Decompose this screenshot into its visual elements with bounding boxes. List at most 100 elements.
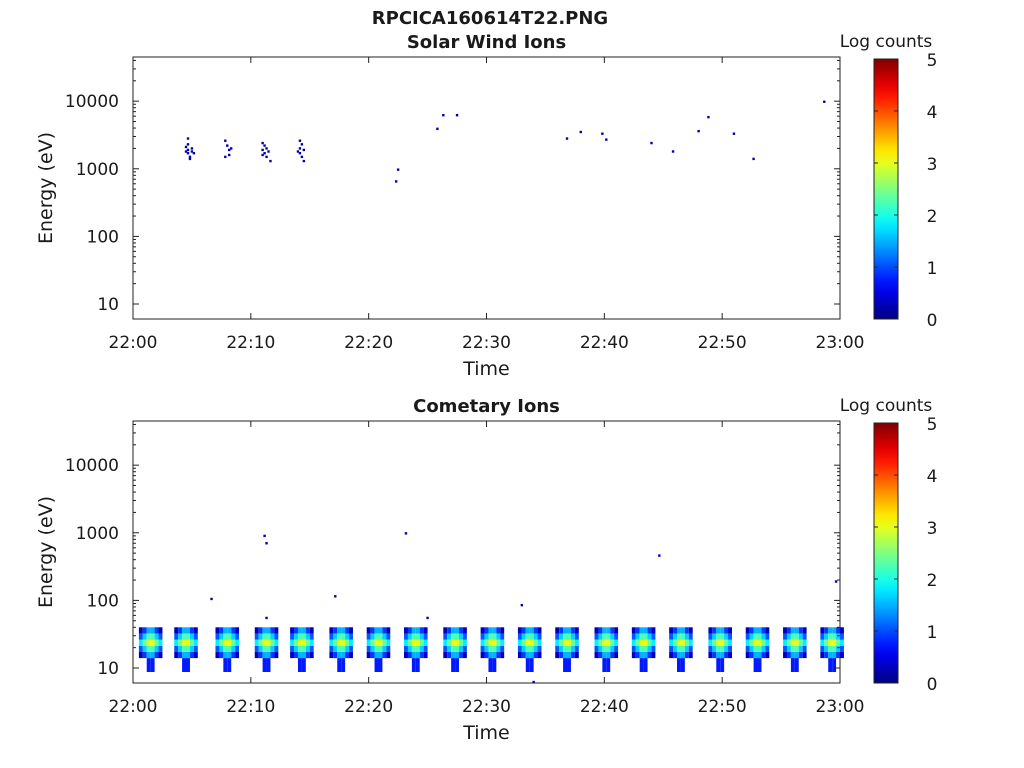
data-point bbox=[442, 114, 445, 117]
data-point bbox=[184, 145, 188, 149]
sweep-cell bbox=[370, 651, 375, 659]
sweep-tail bbox=[720, 658, 725, 673]
sweep-cell bbox=[154, 645, 159, 652]
sweep-cell bbox=[227, 651, 232, 659]
sweep-cell bbox=[533, 651, 538, 659]
sweep-cell bbox=[333, 627, 338, 634]
data-point bbox=[707, 115, 710, 119]
sweep-tail bbox=[563, 658, 568, 673]
sweep-cell bbox=[447, 627, 452, 634]
sweep-cell bbox=[386, 639, 391, 646]
colorbar-label: Log counts bbox=[840, 396, 933, 416]
sweep-cell bbox=[158, 651, 163, 659]
sweep-cell bbox=[305, 645, 310, 652]
sweep-cell bbox=[366, 651, 371, 659]
sweep-cell bbox=[258, 627, 263, 634]
sweep-tail bbox=[757, 658, 762, 673]
data-point bbox=[650, 141, 653, 145]
sweep-cell bbox=[716, 639, 721, 646]
sweep-cell bbox=[142, 633, 147, 640]
x-tick-label: 22:20 bbox=[344, 697, 393, 717]
sweep-cell bbox=[761, 651, 766, 659]
data-point bbox=[436, 127, 439, 131]
sweep-cell bbox=[720, 627, 725, 634]
sweep-cell bbox=[349, 645, 353, 652]
sweep-cell bbox=[745, 651, 750, 659]
sweep-cell bbox=[231, 627, 236, 634]
data-point bbox=[298, 139, 302, 142]
sweep-cell bbox=[496, 651, 501, 659]
sweep-cell bbox=[708, 627, 713, 634]
sweep-cell bbox=[786, 651, 791, 659]
sweep-cell bbox=[270, 633, 275, 640]
sweep-cell bbox=[297, 627, 302, 634]
sweep-cell bbox=[712, 627, 717, 634]
y-tick-label: 10000 bbox=[65, 92, 119, 112]
sweep-cell bbox=[757, 639, 762, 646]
sweep-cell bbox=[294, 627, 298, 634]
sweep-cell bbox=[366, 645, 371, 652]
sweep-cell bbox=[836, 633, 840, 640]
data-point bbox=[265, 616, 268, 620]
sweep-cell bbox=[500, 627, 505, 634]
sweep-cell bbox=[262, 639, 267, 646]
colorbar-tick-label: 1 bbox=[927, 623, 938, 643]
sweep-cell bbox=[484, 651, 489, 659]
sweep-cell bbox=[301, 633, 306, 640]
sweep-cell bbox=[305, 639, 310, 646]
sweep-cell bbox=[673, 651, 677, 659]
sweep-cell bbox=[235, 645, 240, 652]
sweep-cell bbox=[533, 633, 538, 640]
sweep-cell bbox=[500, 651, 505, 659]
data-point bbox=[752, 157, 755, 161]
sweep-cell bbox=[386, 651, 391, 659]
sweep-cell bbox=[294, 645, 298, 652]
data-point bbox=[601, 132, 604, 135]
sweep-cell bbox=[404, 633, 408, 640]
sweep-cell bbox=[333, 633, 338, 640]
colorbar-tick-label: 2 bbox=[927, 207, 938, 227]
sweep-cell bbox=[193, 645, 198, 652]
x-tick-label: 22:50 bbox=[698, 333, 747, 353]
sweep-cell bbox=[370, 639, 375, 646]
sweep-cell bbox=[189, 627, 194, 634]
sweep-cell bbox=[223, 639, 228, 646]
sweep-cell bbox=[606, 645, 611, 652]
sweep-tail bbox=[297, 658, 302, 673]
x-axis-label: Time bbox=[462, 722, 510, 744]
sweep-tail bbox=[529, 658, 534, 673]
sweep-cell bbox=[154, 651, 159, 659]
sweep-cell bbox=[423, 645, 428, 652]
sweep-cell bbox=[606, 633, 611, 640]
data-point bbox=[186, 151, 190, 155]
sweep-cell bbox=[345, 639, 350, 646]
sweep-cell bbox=[274, 633, 279, 640]
sweep-cell bbox=[411, 633, 416, 640]
sweep-cell bbox=[820, 633, 825, 640]
sweep-cell bbox=[158, 627, 163, 634]
sweep-cell bbox=[529, 627, 534, 634]
sweep-cell bbox=[635, 633, 640, 640]
sweep-cell bbox=[451, 651, 456, 659]
sweep-cell bbox=[749, 651, 754, 659]
sweep-cell bbox=[231, 633, 236, 640]
sweep-cell bbox=[309, 645, 314, 652]
sweep-cell bbox=[443, 651, 448, 659]
sweep-cell bbox=[174, 645, 179, 652]
data-point bbox=[224, 139, 227, 142]
sweep-cell bbox=[724, 633, 729, 640]
sweep-cell bbox=[492, 639, 497, 646]
sweep-cell bbox=[333, 645, 338, 652]
sweep-cell bbox=[227, 633, 232, 640]
sweep-cell bbox=[266, 633, 271, 640]
sweep-cell bbox=[142, 639, 147, 646]
sweep-cell bbox=[828, 651, 833, 659]
sweep-cell bbox=[407, 651, 412, 659]
sweep-cell bbox=[783, 651, 787, 659]
sweep-cell bbox=[193, 651, 198, 659]
sweep-cell bbox=[146, 645, 151, 652]
colorbar-tick-label: 0 bbox=[927, 311, 938, 331]
sweep-cell bbox=[374, 639, 379, 646]
sweep-cell bbox=[708, 651, 713, 659]
sweep-cell bbox=[182, 645, 187, 652]
